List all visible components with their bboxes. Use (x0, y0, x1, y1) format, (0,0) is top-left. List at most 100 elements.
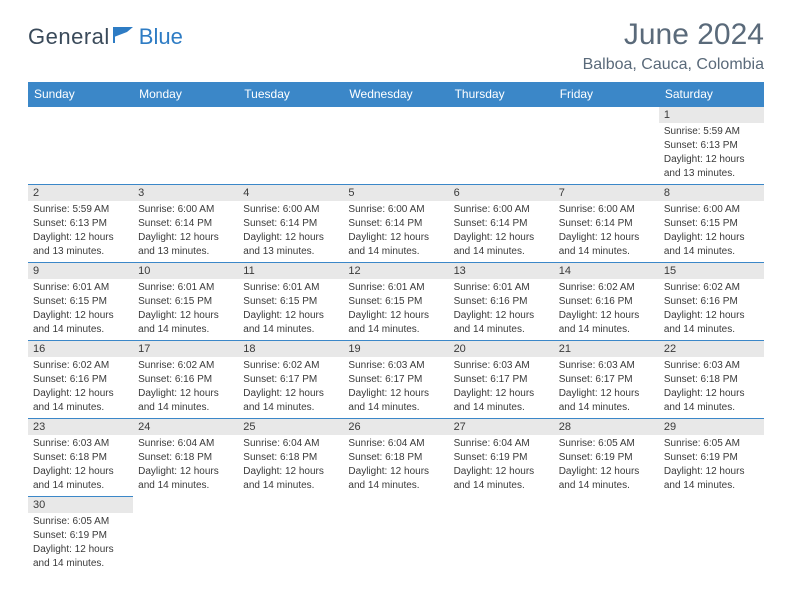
sunset-text: Sunset: 6:15 PM (33, 295, 128, 309)
daylight-text: Daylight: 12 hours and 14 minutes. (138, 387, 233, 415)
sunset-text: Sunset: 6:17 PM (243, 373, 338, 387)
brand-logo: General Blue (28, 18, 183, 50)
day-details: Sunrise: 6:00 AMSunset: 6:15 PMDaylight:… (659, 201, 764, 261)
sunrise-text: Sunrise: 5:59 AM (33, 203, 128, 217)
day-details: Sunrise: 6:04 AMSunset: 6:19 PMDaylight:… (449, 435, 554, 495)
daylight-text: Daylight: 12 hours and 13 minutes. (138, 231, 233, 259)
day-details: Sunrise: 6:01 AMSunset: 6:15 PMDaylight:… (133, 279, 238, 339)
day-number: 13 (449, 263, 554, 279)
day-number: 16 (28, 341, 133, 357)
sunrise-text: Sunrise: 6:04 AM (454, 437, 549, 451)
calendar-cell: 15Sunrise: 6:02 AMSunset: 6:16 PMDayligh… (659, 263, 764, 341)
sunrise-text: Sunrise: 5:59 AM (664, 125, 759, 139)
calendar-cell (28, 107, 133, 185)
calendar-cell (133, 497, 238, 575)
sunset-text: Sunset: 6:15 PM (243, 295, 338, 309)
calendar-row: 1Sunrise: 5:59 AMSunset: 6:13 PMDaylight… (28, 107, 764, 185)
sunrise-text: Sunrise: 6:05 AM (33, 515, 128, 529)
calendar-cell: 12Sunrise: 6:01 AMSunset: 6:15 PMDayligh… (343, 263, 448, 341)
calendar-cell: 18Sunrise: 6:02 AMSunset: 6:17 PMDayligh… (238, 341, 343, 419)
day-number: 29 (659, 419, 764, 435)
sunset-text: Sunset: 6:15 PM (664, 217, 759, 231)
sunrise-text: Sunrise: 6:00 AM (243, 203, 338, 217)
sunset-text: Sunset: 6:17 PM (454, 373, 549, 387)
day-number: 3 (133, 185, 238, 201)
daylight-text: Daylight: 12 hours and 14 minutes. (454, 309, 549, 337)
sunset-text: Sunset: 6:14 PM (559, 217, 654, 231)
daylight-text: Daylight: 12 hours and 14 minutes. (243, 309, 338, 337)
day-number: 26 (343, 419, 448, 435)
calendar-cell: 21Sunrise: 6:03 AMSunset: 6:17 PMDayligh… (554, 341, 659, 419)
title-block: June 2024 Balboa, Cauca, Colombia (583, 18, 764, 74)
day-number: 17 (133, 341, 238, 357)
day-details: Sunrise: 6:03 AMSunset: 6:17 PMDaylight:… (343, 357, 448, 417)
day-number: 23 (28, 419, 133, 435)
calendar-cell: 9Sunrise: 6:01 AMSunset: 6:15 PMDaylight… (28, 263, 133, 341)
calendar-cell: 27Sunrise: 6:04 AMSunset: 6:19 PMDayligh… (449, 419, 554, 497)
daylight-text: Daylight: 12 hours and 14 minutes. (664, 465, 759, 493)
day-number: 27 (449, 419, 554, 435)
calendar-row: 23Sunrise: 6:03 AMSunset: 6:18 PMDayligh… (28, 419, 764, 497)
day-number: 15 (659, 263, 764, 279)
day-details: Sunrise: 6:01 AMSunset: 6:15 PMDaylight:… (238, 279, 343, 339)
brand-general: General (28, 24, 110, 50)
day-details: Sunrise: 6:05 AMSunset: 6:19 PMDaylight:… (659, 435, 764, 495)
sunrise-text: Sunrise: 6:02 AM (243, 359, 338, 373)
calendar-cell (554, 107, 659, 185)
weekday-header: Wednesday (343, 82, 448, 107)
calendar-cell: 14Sunrise: 6:02 AMSunset: 6:16 PMDayligh… (554, 263, 659, 341)
day-details: Sunrise: 6:01 AMSunset: 6:16 PMDaylight:… (449, 279, 554, 339)
day-details: Sunrise: 6:04 AMSunset: 6:18 PMDaylight:… (238, 435, 343, 495)
daylight-text: Daylight: 12 hours and 14 minutes. (559, 465, 654, 493)
sunrise-text: Sunrise: 6:01 AM (454, 281, 549, 295)
sunrise-text: Sunrise: 6:05 AM (559, 437, 654, 451)
day-number: 21 (554, 341, 659, 357)
day-number: 4 (238, 185, 343, 201)
calendar-table: Sunday Monday Tuesday Wednesday Thursday… (28, 82, 764, 575)
sunset-text: Sunset: 6:16 PM (454, 295, 549, 309)
sunset-text: Sunset: 6:19 PM (454, 451, 549, 465)
sunrise-text: Sunrise: 6:03 AM (348, 359, 443, 373)
sunset-text: Sunset: 6:18 PM (243, 451, 338, 465)
flag-icon (113, 26, 135, 49)
sunrise-text: Sunrise: 6:04 AM (348, 437, 443, 451)
daylight-text: Daylight: 12 hours and 14 minutes. (559, 231, 654, 259)
calendar-cell: 5Sunrise: 6:00 AMSunset: 6:14 PMDaylight… (343, 185, 448, 263)
calendar-cell (343, 107, 448, 185)
daylight-text: Daylight: 12 hours and 14 minutes. (33, 309, 128, 337)
day-number: 28 (554, 419, 659, 435)
calendar-row: 30Sunrise: 6:05 AMSunset: 6:19 PMDayligh… (28, 497, 764, 575)
sunrise-text: Sunrise: 6:03 AM (559, 359, 654, 373)
calendar-cell: 10Sunrise: 6:01 AMSunset: 6:15 PMDayligh… (133, 263, 238, 341)
daylight-text: Daylight: 12 hours and 14 minutes. (454, 387, 549, 415)
calendar-cell (343, 497, 448, 575)
sunrise-text: Sunrise: 6:01 AM (33, 281, 128, 295)
day-number: 9 (28, 263, 133, 279)
calendar-cell (133, 107, 238, 185)
calendar-cell: 22Sunrise: 6:03 AMSunset: 6:18 PMDayligh… (659, 341, 764, 419)
day-number: 30 (28, 497, 133, 513)
calendar-cell (238, 497, 343, 575)
calendar-row: 9Sunrise: 6:01 AMSunset: 6:15 PMDaylight… (28, 263, 764, 341)
daylight-text: Daylight: 12 hours and 14 minutes. (138, 309, 233, 337)
sunset-text: Sunset: 6:14 PM (243, 217, 338, 231)
day-details: Sunrise: 6:03 AMSunset: 6:18 PMDaylight:… (659, 357, 764, 417)
day-details: Sunrise: 6:02 AMSunset: 6:16 PMDaylight:… (659, 279, 764, 339)
sunset-text: Sunset: 6:14 PM (454, 217, 549, 231)
sunrise-text: Sunrise: 6:03 AM (454, 359, 549, 373)
calendar-cell (659, 497, 764, 575)
sunrise-text: Sunrise: 6:04 AM (243, 437, 338, 451)
sunset-text: Sunset: 6:15 PM (348, 295, 443, 309)
sunset-text: Sunset: 6:18 PM (138, 451, 233, 465)
day-number: 1 (659, 107, 764, 123)
day-details: Sunrise: 6:01 AMSunset: 6:15 PMDaylight:… (28, 279, 133, 339)
daylight-text: Daylight: 12 hours and 14 minutes. (138, 465, 233, 493)
day-number: 6 (449, 185, 554, 201)
daylight-text: Daylight: 12 hours and 14 minutes. (348, 309, 443, 337)
sunset-text: Sunset: 6:18 PM (664, 373, 759, 387)
daylight-text: Daylight: 12 hours and 14 minutes. (243, 465, 338, 493)
sunrise-text: Sunrise: 6:04 AM (138, 437, 233, 451)
calendar-cell: 29Sunrise: 6:05 AMSunset: 6:19 PMDayligh… (659, 419, 764, 497)
weekday-header: Friday (554, 82, 659, 107)
day-details: Sunrise: 6:03 AMSunset: 6:17 PMDaylight:… (554, 357, 659, 417)
